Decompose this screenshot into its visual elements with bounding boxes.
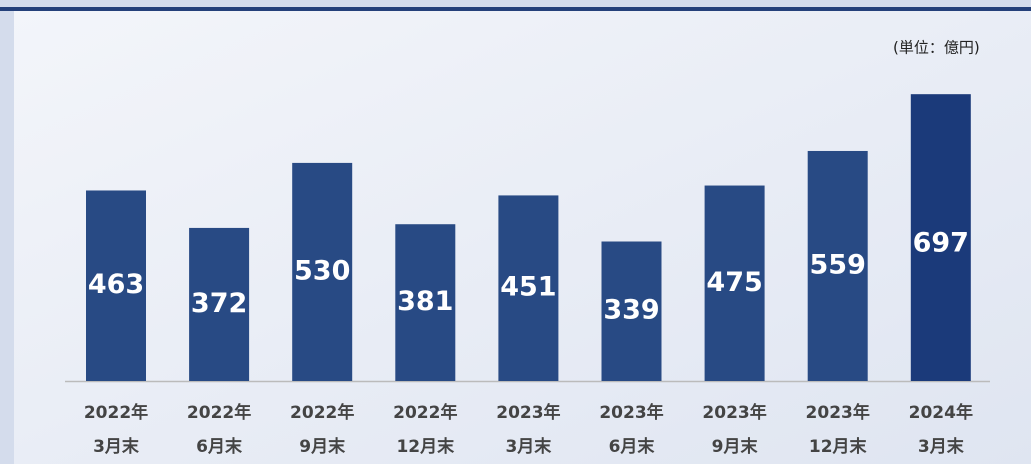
x-tick-label: 9月末 xyxy=(712,436,759,457)
top-rule xyxy=(0,7,1031,11)
x-tick-label: 6月末 xyxy=(196,436,243,457)
bar xyxy=(807,150,868,381)
x-tick-label: 3月末 xyxy=(505,436,552,457)
value-label: 451 xyxy=(500,272,556,303)
x-tick-label: 12月末 xyxy=(809,436,868,457)
x-tick-label: 2023年 xyxy=(496,402,560,423)
x-tick-label: 2023年 xyxy=(599,402,663,423)
bar xyxy=(704,185,765,381)
bar xyxy=(395,224,456,381)
value-label: 697 xyxy=(913,228,969,259)
value-label: 530 xyxy=(294,255,350,286)
value-label: 475 xyxy=(706,267,762,298)
unit-label: (単位：億円) xyxy=(893,39,980,57)
value-label: 463 xyxy=(88,269,144,300)
x-tick-label: 2023年 xyxy=(702,402,766,423)
value-label: 559 xyxy=(810,249,866,280)
x-tick-label: 3月末 xyxy=(93,436,140,457)
bar xyxy=(189,227,250,381)
x-tick-label: 2023年 xyxy=(806,402,870,423)
x-tick-label: 2022年 xyxy=(290,402,354,423)
bar xyxy=(601,241,662,381)
bar xyxy=(86,190,146,381)
bar xyxy=(498,195,559,381)
x-tick-label: 9月末 xyxy=(299,436,346,457)
bar xyxy=(292,162,353,381)
x-tick-label: 2022年 xyxy=(187,402,251,423)
value-label: 381 xyxy=(397,286,453,317)
x-tick-label: 6月末 xyxy=(609,436,656,457)
x-tick-label: 3月末 xyxy=(918,436,965,457)
bar xyxy=(910,94,971,381)
x-tick-label: 2024年 xyxy=(909,402,973,423)
value-label: 372 xyxy=(191,288,247,319)
x-tick-label: 2022年 xyxy=(84,402,148,423)
x-tick-label: 12月末 xyxy=(396,436,455,457)
value-label: 339 xyxy=(603,295,659,326)
x-tick-label: 2022年 xyxy=(393,402,457,423)
